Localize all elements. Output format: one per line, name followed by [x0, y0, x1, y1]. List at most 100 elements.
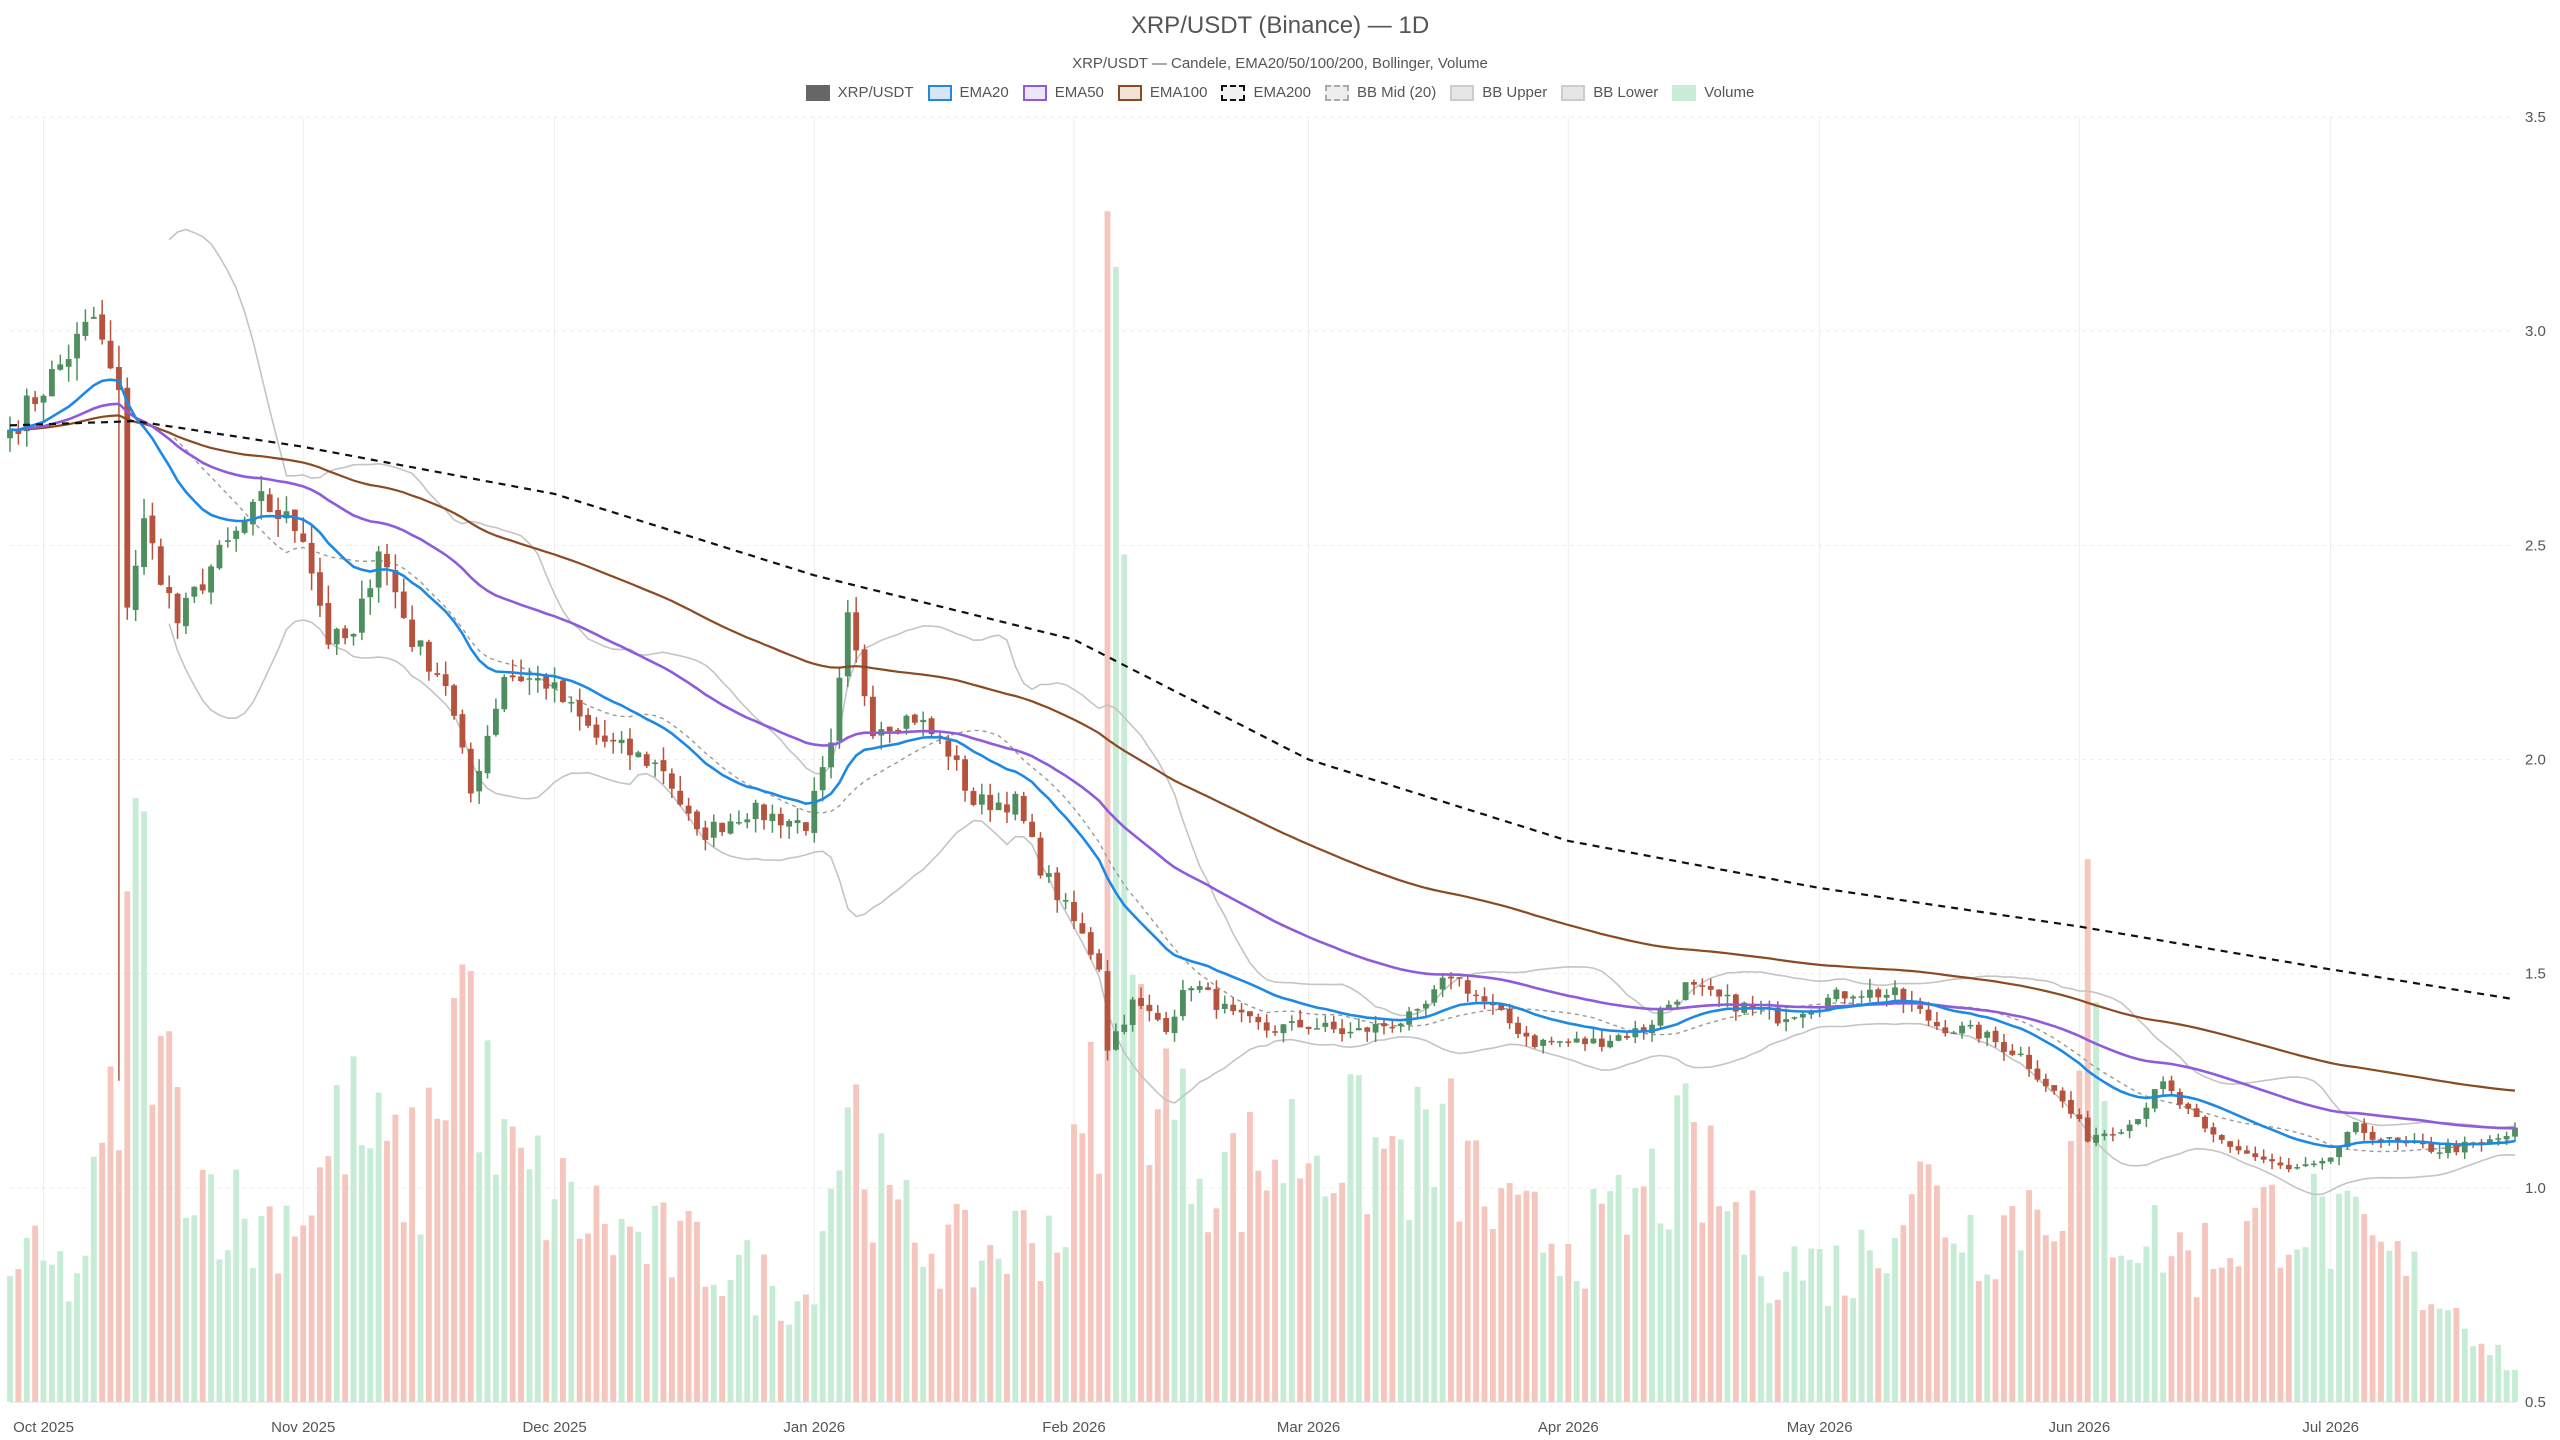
volume-bar — [1297, 1178, 1304, 1402]
volume-bar — [2143, 1246, 2150, 1402]
candle-body — [660, 760, 667, 772]
legend-item-ema20[interactable]: EMA20 — [927, 84, 1009, 101]
volume-bar — [2461, 1328, 2468, 1402]
candle-body — [2151, 1089, 2158, 1109]
volume-bar — [2269, 1184, 2275, 1402]
volume-bar — [2436, 1308, 2443, 1402]
candle — [752, 799, 759, 833]
volume-bar — [643, 1263, 650, 1402]
candle-body — [1732, 994, 1739, 1012]
volume-bar — [2428, 1304, 2435, 1402]
indicator-lines — [9, 378, 2516, 1148]
candle-body — [1448, 976, 1454, 979]
volume-bar — [1330, 1193, 1337, 1402]
candle — [660, 747, 667, 785]
legend-item-bblower[interactable]: BB Lower — [1561, 84, 1658, 101]
volume-bar — [451, 998, 457, 1402]
candle — [1138, 987, 1144, 1010]
candle — [802, 821, 809, 836]
volume-bar — [1758, 1276, 1764, 1402]
volume-bar — [1029, 1243, 1036, 1402]
volume-bar — [2042, 1235, 2049, 1402]
candle-body — [1414, 1009, 1421, 1011]
candle — [2009, 1044, 2016, 1057]
legend-label-bblower: BB Lower — [1593, 84, 1659, 101]
volume-bar — [1104, 211, 1111, 1402]
candle — [1724, 984, 1731, 1007]
candle-body — [1573, 1038, 1580, 1043]
candle — [1431, 985, 1438, 1007]
volume-bar — [2512, 1369, 2518, 1402]
volume-bar — [685, 1210, 692, 1402]
candle — [2118, 1129, 2125, 1135]
volume-bar — [1598, 1203, 1605, 1402]
candle-body — [291, 509, 298, 532]
legend-label-ema200: EMA200 — [1253, 84, 1311, 101]
volume-bar — [2352, 1196, 2359, 1402]
candle-body — [325, 603, 332, 645]
candle-body — [1691, 981, 1697, 985]
candle — [2001, 1033, 2007, 1061]
candle — [1037, 832, 1044, 879]
volume-bar — [2034, 1209, 2041, 1402]
candle-body — [911, 714, 918, 723]
volume-bar — [2093, 1002, 2100, 1402]
x-tick-label: Dec 2025 — [522, 1419, 586, 1436]
volume-bar — [1004, 1274, 1010, 1402]
volume-bar — [208, 1174, 214, 1402]
candle-body — [367, 588, 374, 598]
candle — [107, 320, 114, 370]
volume-bar — [987, 1244, 994, 1402]
volume-bar — [1548, 1243, 1555, 1402]
candle — [618, 731, 625, 754]
candle-body — [1129, 999, 1136, 1025]
legend-item-volume[interactable]: Volume — [1672, 84, 1754, 101]
legend-item-ema100[interactable]: EMA100 — [1117, 84, 1207, 101]
candle — [2176, 1088, 2183, 1109]
legend-item-ema200[interactable]: EMA200 — [1221, 84, 1311, 101]
candle — [1288, 1015, 1295, 1031]
volume-bar — [509, 1126, 516, 1402]
candle — [945, 734, 952, 771]
candle — [2235, 1139, 2242, 1155]
candle — [32, 390, 39, 412]
candle-body — [2369, 1131, 2376, 1140]
candle-body — [2093, 1134, 2100, 1143]
y-tick-label: 1.0 — [2525, 1180, 2546, 1197]
volume-bar — [635, 1231, 642, 1402]
volume-bar — [1129, 974, 1136, 1402]
volume-bar — [802, 1294, 809, 1402]
candle-body — [157, 546, 164, 585]
candle-body — [2168, 1080, 2175, 1092]
candle — [2352, 1121, 2359, 1135]
candle-body — [1221, 1003, 1228, 1009]
candle — [451, 683, 457, 720]
volume-bar — [878, 1133, 885, 1402]
volume-bar — [1556, 1275, 1563, 1402]
candle-body — [761, 804, 767, 821]
candle-body — [141, 518, 147, 568]
candle-body — [2017, 1053, 2024, 1056]
candle-body — [1565, 1041, 1572, 1043]
volume-bar — [861, 1189, 868, 1402]
candle — [1892, 980, 1898, 1001]
legend-item-bbmid[interactable]: BB Mid (20) — [1325, 84, 1436, 101]
candle-body — [250, 501, 256, 525]
legend-item-candles[interactable]: XRP/USDT — [805, 84, 914, 101]
candle — [970, 787, 977, 807]
candle-body — [2495, 1138, 2502, 1140]
candle-body — [1674, 1001, 1681, 1005]
candle-body — [1196, 986, 1203, 990]
volume-bar — [1624, 1234, 1630, 1402]
candle-body — [1615, 1035, 1622, 1041]
volume-bar — [1431, 1187, 1438, 1402]
legend-item-bbupper[interactable]: BB Upper — [1450, 84, 1547, 101]
y-tick-label: 2.5 — [2525, 537, 2546, 554]
candle — [2084, 1110, 2091, 1143]
legend-item-ema50[interactable]: EMA50 — [1022, 84, 1104, 101]
candle-body — [1716, 989, 1723, 997]
candle — [2051, 1085, 2058, 1095]
candle-body — [593, 724, 600, 738]
legend-swatch-bblower — [1561, 84, 1586, 101]
volume-bar — [1473, 1140, 1480, 1402]
